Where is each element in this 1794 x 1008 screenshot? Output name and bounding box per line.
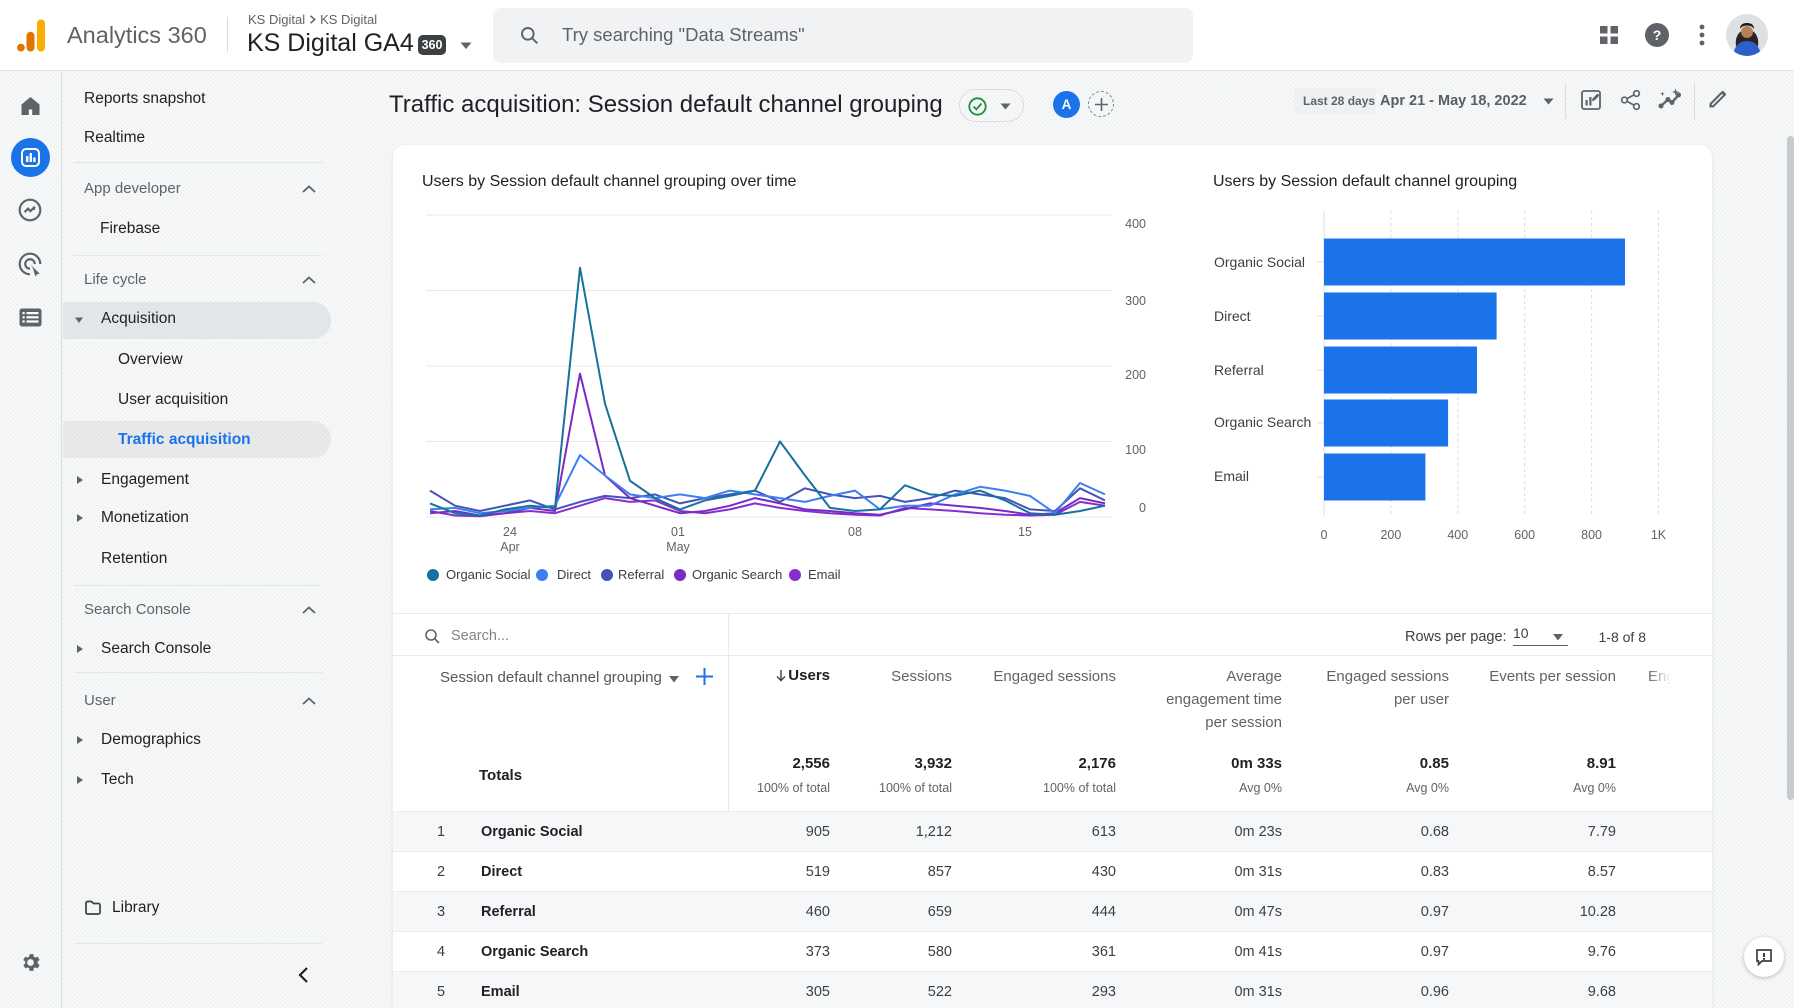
svg-text:0: 0 [1321, 528, 1328, 542]
svg-text:May: May [666, 540, 690, 554]
svg-text:Referral: Referral [1214, 362, 1264, 378]
svg-text:100: 100 [1125, 443, 1146, 457]
svg-text:300: 300 [1125, 294, 1146, 308]
svg-text:01: 01 [671, 525, 685, 539]
svg-text:600: 600 [1514, 528, 1535, 542]
svg-text:Direct: Direct [1214, 308, 1251, 324]
svg-text:200: 200 [1125, 368, 1146, 382]
svg-text:400: 400 [1447, 528, 1468, 542]
svg-text:400: 400 [1125, 217, 1146, 231]
svg-text:Email: Email [1214, 468, 1249, 484]
svg-text:Organic Search: Organic Search [1214, 414, 1311, 430]
svg-text:08: 08 [848, 525, 862, 539]
svg-text:Organic Social: Organic Social [1214, 254, 1305, 270]
svg-text:0: 0 [1139, 501, 1146, 515]
svg-text:24: 24 [503, 525, 517, 539]
svg-text:800: 800 [1581, 528, 1602, 542]
svg-text:Apr: Apr [500, 540, 519, 554]
svg-text:15: 15 [1018, 525, 1032, 539]
svg-text:200: 200 [1380, 528, 1401, 542]
svg-text:1K: 1K [1651, 528, 1667, 542]
